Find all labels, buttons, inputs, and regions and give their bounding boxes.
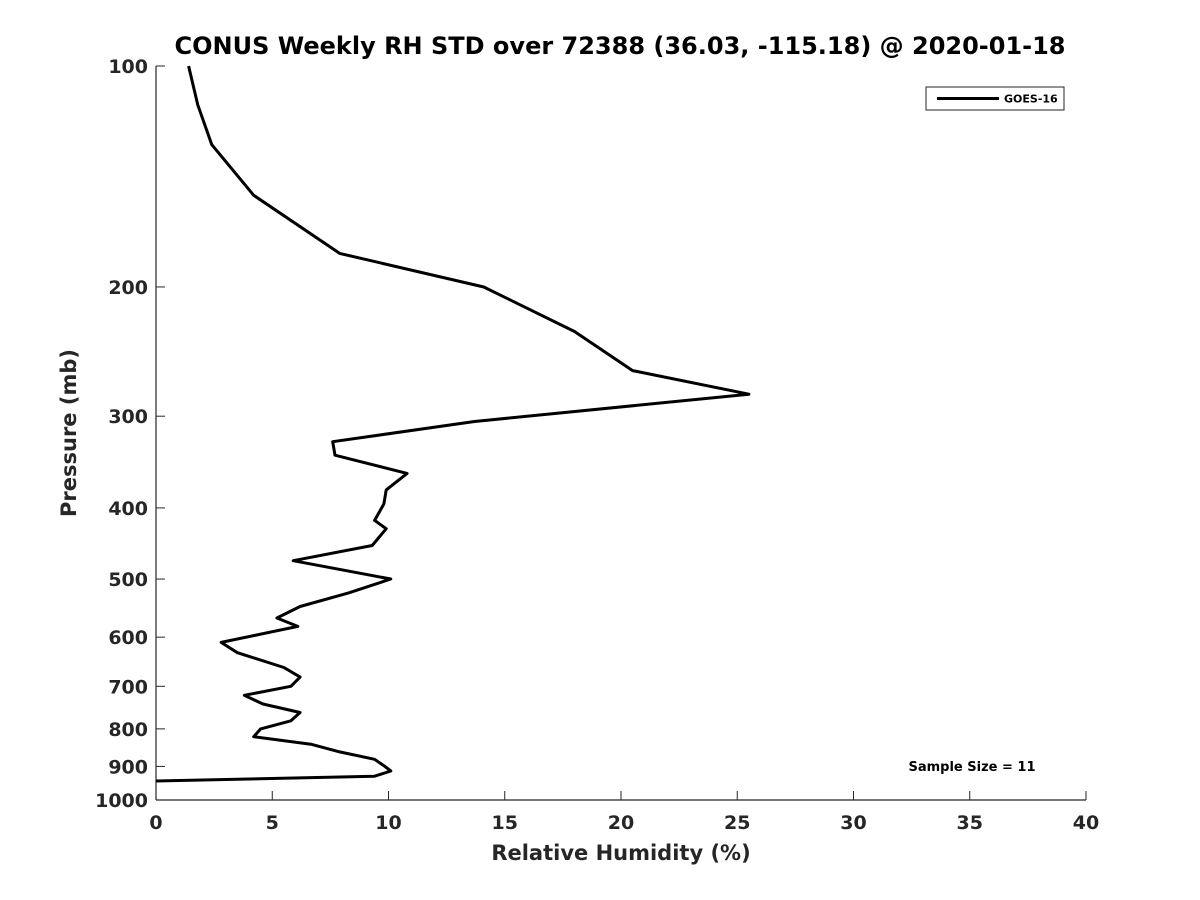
y-axis-label: Pressure (mb) (57, 349, 81, 517)
chart-title: CONUS Weekly RH STD over 72388 (36.03, -… (174, 32, 1065, 60)
series-line-goes-16 (155, 65, 751, 783)
y-tick-label: 100 (108, 56, 148, 78)
y-tick-label: 300 (108, 406, 148, 428)
y-tick-label: 500 (108, 569, 148, 591)
y-tick-label: 800 (108, 719, 148, 741)
legend-label-goes-16: GOES-16 (1004, 93, 1058, 106)
series-layer (155, 65, 751, 783)
x-tick-label: 35 (957, 812, 983, 834)
x-axis-label: Relative Humidity (%) (491, 841, 750, 865)
plot-frame (155, 66, 1086, 801)
x-axis-ticks: 0 5 10 15 20 25 30 35 40 (149, 791, 1099, 834)
x-tick-label: 20 (608, 812, 634, 834)
x-tick-label: 10 (375, 812, 401, 834)
x-tick-label: 40 (1073, 812, 1099, 834)
x-tick-label: 25 (724, 812, 750, 834)
x-tick-label: 0 (149, 812, 162, 834)
y-tick-label: 1000 (95, 790, 148, 812)
y-tick-label: 700 (108, 676, 148, 698)
y-axis-ticks: 100 200 300 400 500 600 700 800 900 1000 (95, 56, 165, 812)
y-tick-label: 200 (108, 277, 148, 299)
sample-size-annotation: Sample Size = 11 (908, 760, 1035, 775)
y-tick-label: 600 (108, 627, 148, 649)
y-tick-label: 900 (108, 756, 148, 778)
legend: GOES-16 (925, 86, 1065, 111)
x-tick-label: 30 (840, 812, 866, 834)
x-tick-label: 5 (266, 812, 279, 834)
y-tick-label: 400 (108, 498, 148, 520)
x-tick-label: 15 (492, 812, 518, 834)
